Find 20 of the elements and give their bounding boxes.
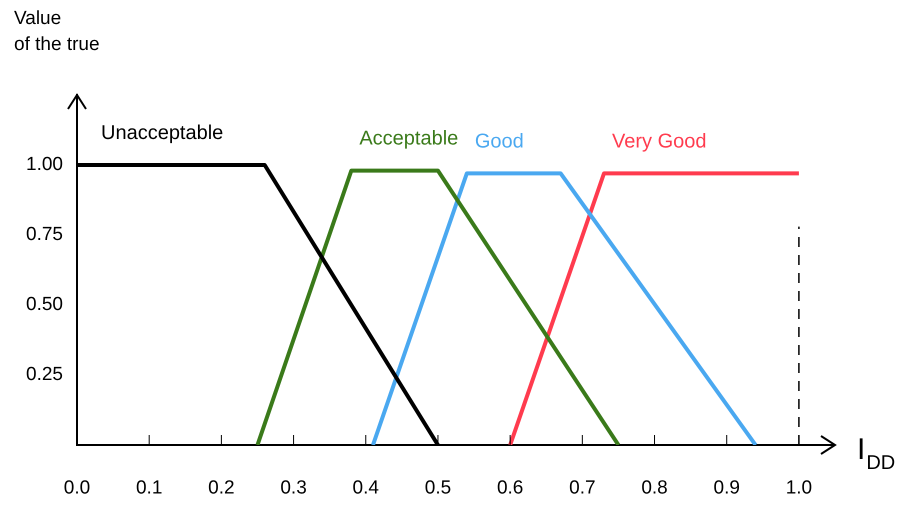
x-tick-label: 0.6 — [496, 478, 524, 499]
x-tick-label: 0.8 — [641, 478, 668, 499]
y-tick-label: 0.25 — [26, 364, 63, 386]
series-label: Unacceptable — [101, 122, 224, 144]
x-tick-label: 0.5 — [424, 478, 452, 499]
series-label: Very Good — [612, 130, 707, 152]
x-tick-label: 1.0 — [786, 478, 812, 499]
x-tick-label: 0.2 — [208, 478, 235, 499]
x-tick-label: 0.0 — [64, 478, 90, 499]
x-tick-label: 0.9 — [714, 478, 740, 499]
x-tick-label: 0.7 — [569, 478, 596, 499]
y-tick-label: 1.00 — [26, 154, 63, 176]
series-label: Acceptable — [359, 128, 458, 150]
y-tick-label: 0.75 — [26, 224, 63, 246]
y-axis-title: Value of the true — [14, 8, 100, 55]
x-tick-label: 0.1 — [136, 478, 162, 499]
series-label: Good — [474, 130, 524, 152]
x-tick-label: 0.4 — [352, 478, 380, 499]
y-tick-label: 0.50 — [26, 294, 63, 316]
x-tick-label: 0.3 — [280, 478, 307, 499]
